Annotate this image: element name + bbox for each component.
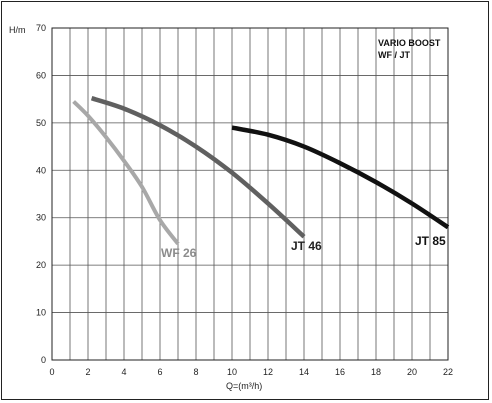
x-tick-label: 14 [299, 367, 309, 377]
series-lines [74, 98, 448, 244]
chart-title: VARIO BOOST [378, 38, 441, 48]
y-tick-label: 70 [36, 23, 46, 33]
x-tick-label: 12 [263, 367, 273, 377]
x-tick-label: 6 [157, 367, 162, 377]
y-tick-label: 40 [36, 165, 46, 175]
series-label-jt46: JT 46 [291, 239, 322, 253]
y-tick-label: 30 [36, 213, 46, 223]
x-axis-label: Q=(m³/h) [226, 381, 262, 391]
tick-labels: 0 2 4 6 8 10 12 14 16 18 20 22 0 10 20 30 40 50 60 70 [36, 23, 453, 377]
series-line-jt46 [92, 98, 304, 236]
x-tick-label: 16 [335, 367, 345, 377]
grid [52, 28, 448, 360]
x-tick-label: 0 [49, 367, 54, 377]
x-tick-label: 8 [193, 367, 198, 377]
x-tick-label: 22 [443, 367, 453, 377]
series-label-wf26: WF 26 [161, 246, 197, 260]
y-tick-label: 0 [41, 355, 46, 365]
y-tick-label: 60 [36, 70, 46, 80]
y-tick-label: 10 [36, 308, 46, 318]
x-tick-label: 18 [371, 367, 381, 377]
x-tick-label: 4 [121, 367, 126, 377]
x-tick-label: 10 [227, 367, 237, 377]
y-tick-label: 20 [36, 260, 46, 270]
x-tick-label: 2 [85, 367, 90, 377]
y-tick-label: 50 [36, 118, 46, 128]
series-label-jt85: JT 85 [415, 234, 446, 248]
x-tick-label: 20 [407, 367, 417, 377]
chart-subtitle: WF / JT [378, 50, 410, 60]
y-axis-label: H/m [9, 25, 26, 35]
